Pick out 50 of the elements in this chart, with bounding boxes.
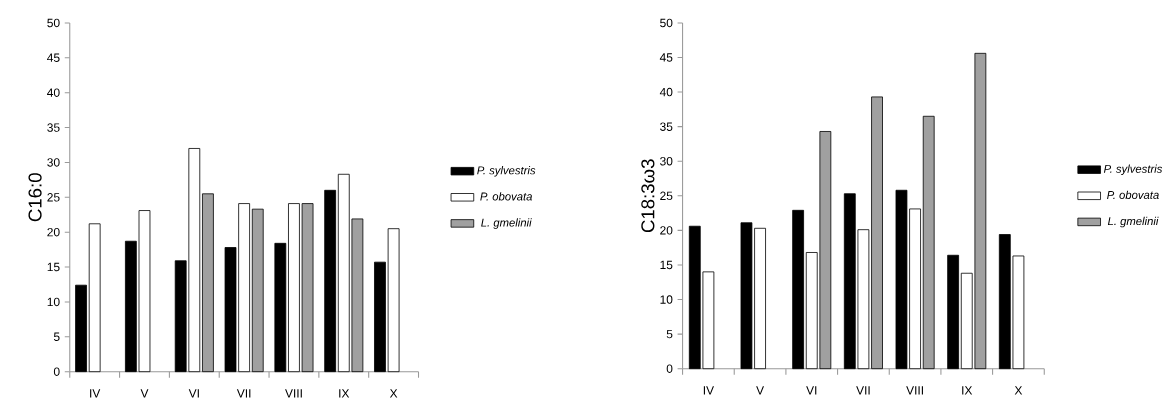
legend-label: P. obovata (480, 192, 533, 201)
x-tick-label: VII (856, 386, 870, 395)
y-tick-label: 0 (666, 364, 673, 374)
y-tick-label: 25 (47, 193, 60, 202)
y-tick-label: 5 (666, 330, 673, 339)
x-tick-label: VII (236, 389, 251, 398)
x-tick-label: VIII (285, 389, 302, 398)
y-tick-label: 30 (660, 157, 673, 166)
y-tick-label: 25 (660, 191, 673, 201)
y-tick-label: 45 (659, 53, 673, 62)
y-tick-label: 0 (53, 367, 60, 377)
y-tick-label: 35 (660, 122, 673, 132)
bar (75, 285, 87, 373)
y-tick-label: 40 (47, 88, 60, 98)
y-tick-label: 15 (660, 261, 673, 270)
x-tick-label: V (140, 389, 149, 398)
legend-label: P. sylvestris (1103, 164, 1163, 176)
y-tick-label: 10 (660, 295, 673, 304)
legend-label: P. obovata (1107, 190, 1159, 200)
legend-label: L. gmelinii (1107, 217, 1159, 228)
x-tick-label: IV (703, 386, 714, 395)
y-tick-label: 15 (47, 263, 60, 272)
legend-label: P. sylvestris (477, 166, 536, 177)
bar (792, 210, 804, 370)
y-axis-title: C16:0 (28, 173, 42, 222)
bar (947, 255, 960, 370)
y-tick-label: 5 (53, 332, 60, 342)
x-tick-label: IX (339, 389, 350, 398)
legend-label: L. gmelinii (481, 218, 532, 230)
y-tick-label: 40 (659, 88, 673, 97)
x-tick-label: V (756, 386, 764, 395)
y-tick-label: 45 (47, 53, 60, 63)
y-tick-label: 20 (47, 228, 60, 237)
y-axis-title: C18:3ω3 (641, 159, 655, 233)
x-tick-label: VI (806, 386, 817, 395)
bar (274, 243, 287, 373)
bar (324, 190, 337, 373)
x-tick-label: IV (90, 389, 101, 398)
y-tick-label: 50 (660, 18, 673, 28)
x-tick-label: X (389, 389, 398, 398)
x-tick-label: VIII (906, 386, 923, 395)
y-tick-label: 30 (47, 158, 60, 167)
y-tick-label: 35 (47, 123, 60, 133)
bar (88, 223, 101, 373)
x-tick-label: X (1014, 386, 1023, 395)
y-tick-label: 20 (660, 226, 673, 235)
x-tick-label: IX (962, 386, 973, 395)
x-tick-label: VI (188, 389, 199, 398)
y-tick-label: 10 (47, 297, 60, 307)
y-tick-label: 50 (47, 18, 60, 28)
